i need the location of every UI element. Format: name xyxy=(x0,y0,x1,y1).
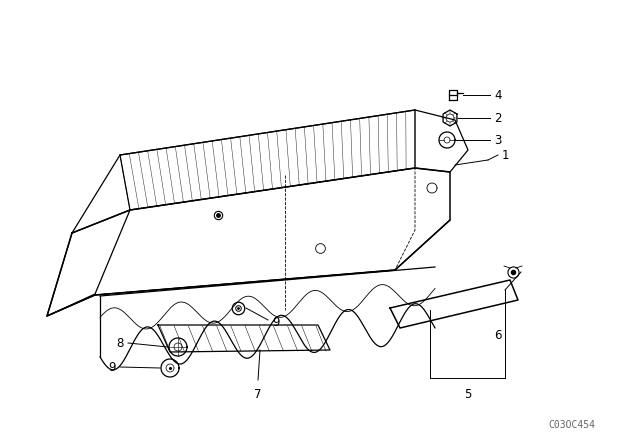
Text: 8: 8 xyxy=(116,336,124,349)
Text: 7: 7 xyxy=(254,388,262,401)
Text: 4: 4 xyxy=(494,89,502,102)
Text: 3: 3 xyxy=(494,134,501,146)
Text: 9: 9 xyxy=(272,315,280,328)
Text: 9: 9 xyxy=(109,361,116,374)
Text: 1: 1 xyxy=(502,148,509,161)
Text: 2: 2 xyxy=(494,112,502,125)
Text: C03OC454: C03OC454 xyxy=(548,420,595,430)
Text: 5: 5 xyxy=(464,388,472,401)
Text: 6: 6 xyxy=(494,328,502,341)
